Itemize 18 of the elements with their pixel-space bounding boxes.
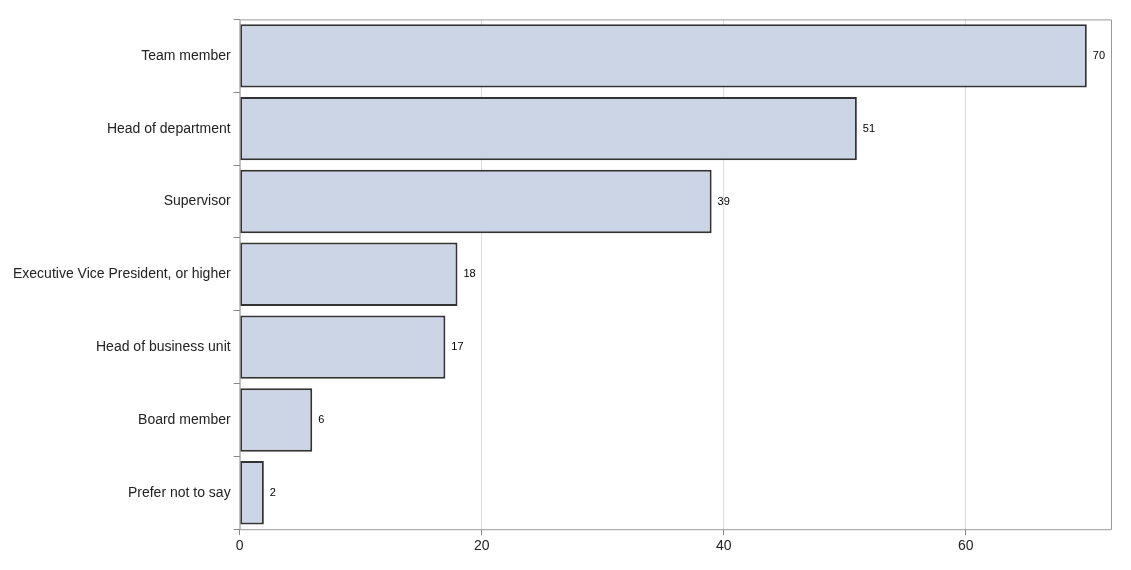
data-label: 18 bbox=[463, 267, 476, 280]
data-label: 39 bbox=[717, 194, 730, 207]
y-tick-label: Prefer not to say bbox=[127, 483, 231, 500]
y-tick-label: Supervisor bbox=[163, 192, 231, 209]
x-tick-label: 40 bbox=[715, 537, 732, 554]
data-label: 17 bbox=[451, 340, 464, 353]
y-tick-label: Head of department bbox=[106, 119, 231, 136]
data-label: 6 bbox=[318, 412, 325, 425]
y-tick-label: Executive Vice President, or higher bbox=[13, 265, 231, 282]
y-tick-label: Head of business unit bbox=[96, 337, 231, 354]
x-tick-label: 60 bbox=[957, 537, 974, 554]
y-tick-label: Board member bbox=[138, 410, 231, 427]
data-label: 70 bbox=[1092, 48, 1106, 61]
data-label: 51 bbox=[862, 121, 876, 134]
data-label: 2 bbox=[269, 485, 276, 498]
x-tick-label: 20 bbox=[473, 537, 490, 554]
x-tick-label: 0 bbox=[235, 537, 244, 554]
y-tick-label: Team member bbox=[141, 46, 231, 63]
